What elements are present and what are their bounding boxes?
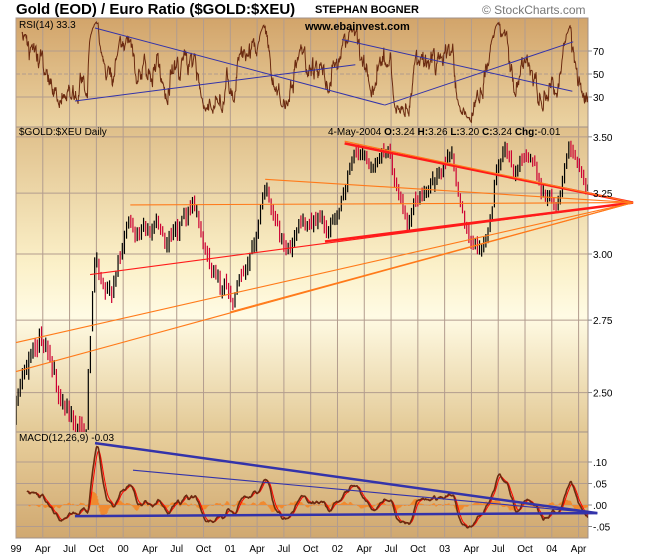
rsi-y-tick-label: 50: [593, 70, 605, 81]
x-tick-label: Apr: [35, 544, 51, 555]
author-label: STEPHAN BOGNER: [315, 4, 419, 16]
price-panel: [15, 126, 589, 433]
price-trendline: [90, 202, 634, 276]
open-value: 3.24: [395, 127, 415, 138]
rsi-y-tick-label: 70: [593, 47, 605, 58]
x-tick-label: 01: [225, 544, 237, 555]
price-trendline: [344, 140, 634, 204]
high-label: H:: [418, 127, 429, 138]
x-tick-label: Oct: [196, 544, 212, 555]
macd-y-tick-label: .05: [593, 480, 607, 491]
rsi-trendline: [94, 27, 385, 106]
low-label: L:: [450, 127, 459, 138]
close-value: 3.24: [493, 127, 513, 138]
macd-line: [26, 445, 588, 529]
macd-signal-line: [27, 450, 588, 528]
chart-title: Gold (EOD) / Euro Ratio ($GOLD:$XEU): [16, 1, 295, 18]
price-y-tick-label: 3.00: [593, 250, 613, 261]
close-label: C:: [482, 127, 493, 138]
x-tick-label: 04: [546, 544, 558, 555]
x-tick-label: 00: [118, 544, 130, 555]
x-tick-label: Oct: [517, 544, 533, 555]
macd-y-tick-label: .10: [593, 458, 607, 469]
x-tick-label: Jul: [278, 544, 291, 555]
change-value: -0.01: [538, 127, 561, 138]
price-trendline: [15, 202, 634, 344]
rsi-trendlines: [74, 27, 574, 106]
x-tick-label: Oct: [89, 544, 105, 555]
price-y-tick-label: 3.50: [593, 133, 613, 144]
x-tick-label: Apr: [571, 544, 587, 555]
macd-trendline: [94, 441, 598, 515]
x-tick-label: Jul: [385, 544, 398, 555]
macd-trendline: [132, 469, 598, 514]
rsi-title: RSI(14) 33.3: [19, 20, 76, 31]
macd-plot: [26, 445, 588, 529]
axis-labels: 99 Apr Jul Oct 00 Apr Jul Oct 01 Apr Jul Oct 02 Apr Ju…: [10, 47, 612, 555]
rsi-y-tick-label: 30: [593, 93, 605, 104]
rsi-trendline: [74, 64, 356, 102]
macd-trendline: [74, 511, 598, 518]
low-value: 3.20: [460, 127, 480, 138]
rsi-line: [21, 20, 588, 124]
price-trendline: [130, 202, 634, 206]
x-tick-label: Apr: [249, 544, 265, 555]
ohlc-date: 4-May-2004: [328, 127, 382, 138]
change-label: Chg:: [515, 127, 538, 138]
rsi-plot: [21, 20, 588, 124]
price-trendline: [265, 178, 634, 204]
macd-title: MACD(12,26,9) -0.03: [19, 433, 114, 444]
rsi-trendline: [384, 41, 574, 106]
price-y-tick-label: 2.75: [593, 316, 613, 327]
x-tick-label: Jul: [63, 544, 76, 555]
price-plot: [16, 140, 588, 432]
x-tick-label: 03: [439, 544, 451, 555]
x-tick-label: 02: [332, 544, 344, 555]
x-tick-label: 99: [10, 544, 22, 555]
x-tick-label: Apr: [142, 544, 158, 555]
macd-y-tick-label: -.05: [593, 523, 611, 534]
price-trendline: [230, 202, 634, 313]
x-tick-label: Apr: [464, 544, 480, 555]
price-ohlc: 4-May-2004 O:3.24 H:3.26 L:3.20 C:3.24 C…: [328, 127, 561, 138]
x-tick-label: Jul: [170, 544, 183, 555]
x-tick-label: Oct: [303, 544, 319, 555]
macd-panel: [15, 431, 589, 539]
high-value: 3.26: [428, 127, 448, 138]
gridlines: [15, 18, 592, 538]
copyright-label[interactable]: © StockCharts.com: [482, 3, 586, 17]
x-tick-label: Jul: [492, 544, 505, 555]
price-title: $GOLD:$XEU Daily: [19, 127, 107, 138]
macd-y-tick-label: .00: [593, 501, 607, 512]
open-label: O:: [384, 127, 395, 138]
x-tick-label: Apr: [356, 544, 372, 555]
rsi-trendline: [341, 39, 573, 92]
website-label: www.ebainvest.com: [304, 21, 410, 33]
macd-trendlines: [74, 441, 598, 518]
x-tick-label: Oct: [410, 544, 426, 555]
price-y-tick-label: 3.25: [593, 189, 613, 200]
price-trendlines: [15, 140, 634, 373]
price-y-tick-label: 2.50: [593, 389, 613, 400]
